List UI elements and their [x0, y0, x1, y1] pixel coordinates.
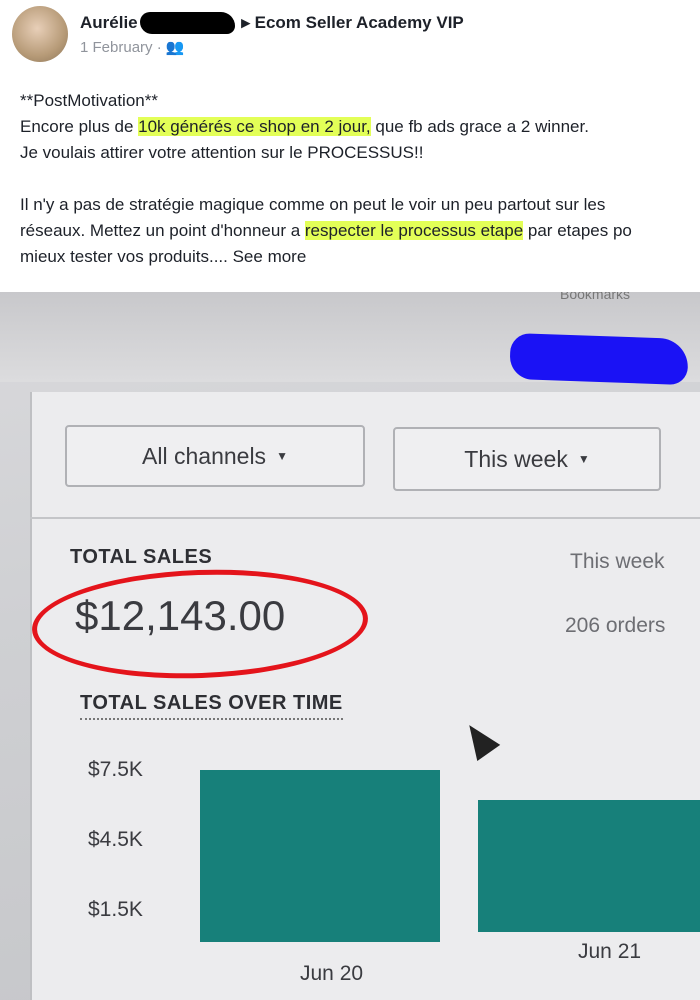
total-sales-value: $12,143.00	[75, 592, 286, 639]
chart-title: TOTAL SALES OVER TIME	[80, 692, 343, 720]
total-sales-label: TOTAL SALES	[70, 546, 213, 568]
x-tick-label: Jun 21	[578, 940, 642, 963]
period-dropdown[interactable]: This week ▼	[393, 427, 661, 491]
group-icon: 👥	[165, 39, 185, 56]
divider	[30, 517, 700, 519]
orders-count: 206 orders	[565, 614, 666, 637]
text-line: Il n'y a pas de stratégie magique comme …	[20, 195, 606, 214]
caret-down-icon: ▼	[577, 452, 590, 466]
group-name[interactable]: Ecom Seller Academy VIP	[254, 13, 464, 32]
text-line: réseaux. Mettez un point d'honneur a res…	[20, 221, 632, 240]
post-text: **PostMotivation** Encore plus de 10k gé…	[20, 88, 700, 270]
see-more-link[interactable]: See more	[232, 247, 307, 266]
x-tick-label: Jun 20	[300, 962, 364, 985]
post-date[interactable]: 1 February	[80, 39, 153, 56]
bar-jun-21[interactable]	[478, 800, 700, 932]
text-line: **PostMotivation**	[20, 91, 158, 110]
text-line: Encore plus de 10k générés ce shop en 2 …	[20, 117, 589, 136]
avatar[interactable]	[12, 6, 68, 62]
period-label: This week	[570, 550, 665, 573]
y-tick-label: $4.5K	[88, 828, 143, 851]
y-tick-label: $1.5K	[88, 898, 143, 921]
text-line: mieux tester vos produits.... See more	[20, 247, 307, 266]
caret-down-icon: ▼	[276, 449, 288, 463]
arrow-icon: ▸	[236, 13, 255, 32]
post-header: Aurélie ▸ Ecom Seller Academy VIP 1 Febr…	[12, 6, 464, 62]
post-photo[interactable]: Bookmarks All channels ▼ This week ▼ TOTAL…	[0, 292, 700, 1000]
redaction-scribble	[509, 332, 689, 386]
bookmarks-label: Bookmarks	[560, 292, 631, 302]
y-tick-label: $7.5K	[88, 758, 143, 781]
channel-dropdown[interactable]: All channels ▼	[65, 425, 365, 487]
author-name[interactable]: Aurélie	[80, 13, 138, 32]
bar-jun-20[interactable]	[200, 770, 440, 942]
text-line: Je voulais attirer votre attention sur l…	[20, 143, 424, 162]
redaction	[139, 12, 235, 34]
